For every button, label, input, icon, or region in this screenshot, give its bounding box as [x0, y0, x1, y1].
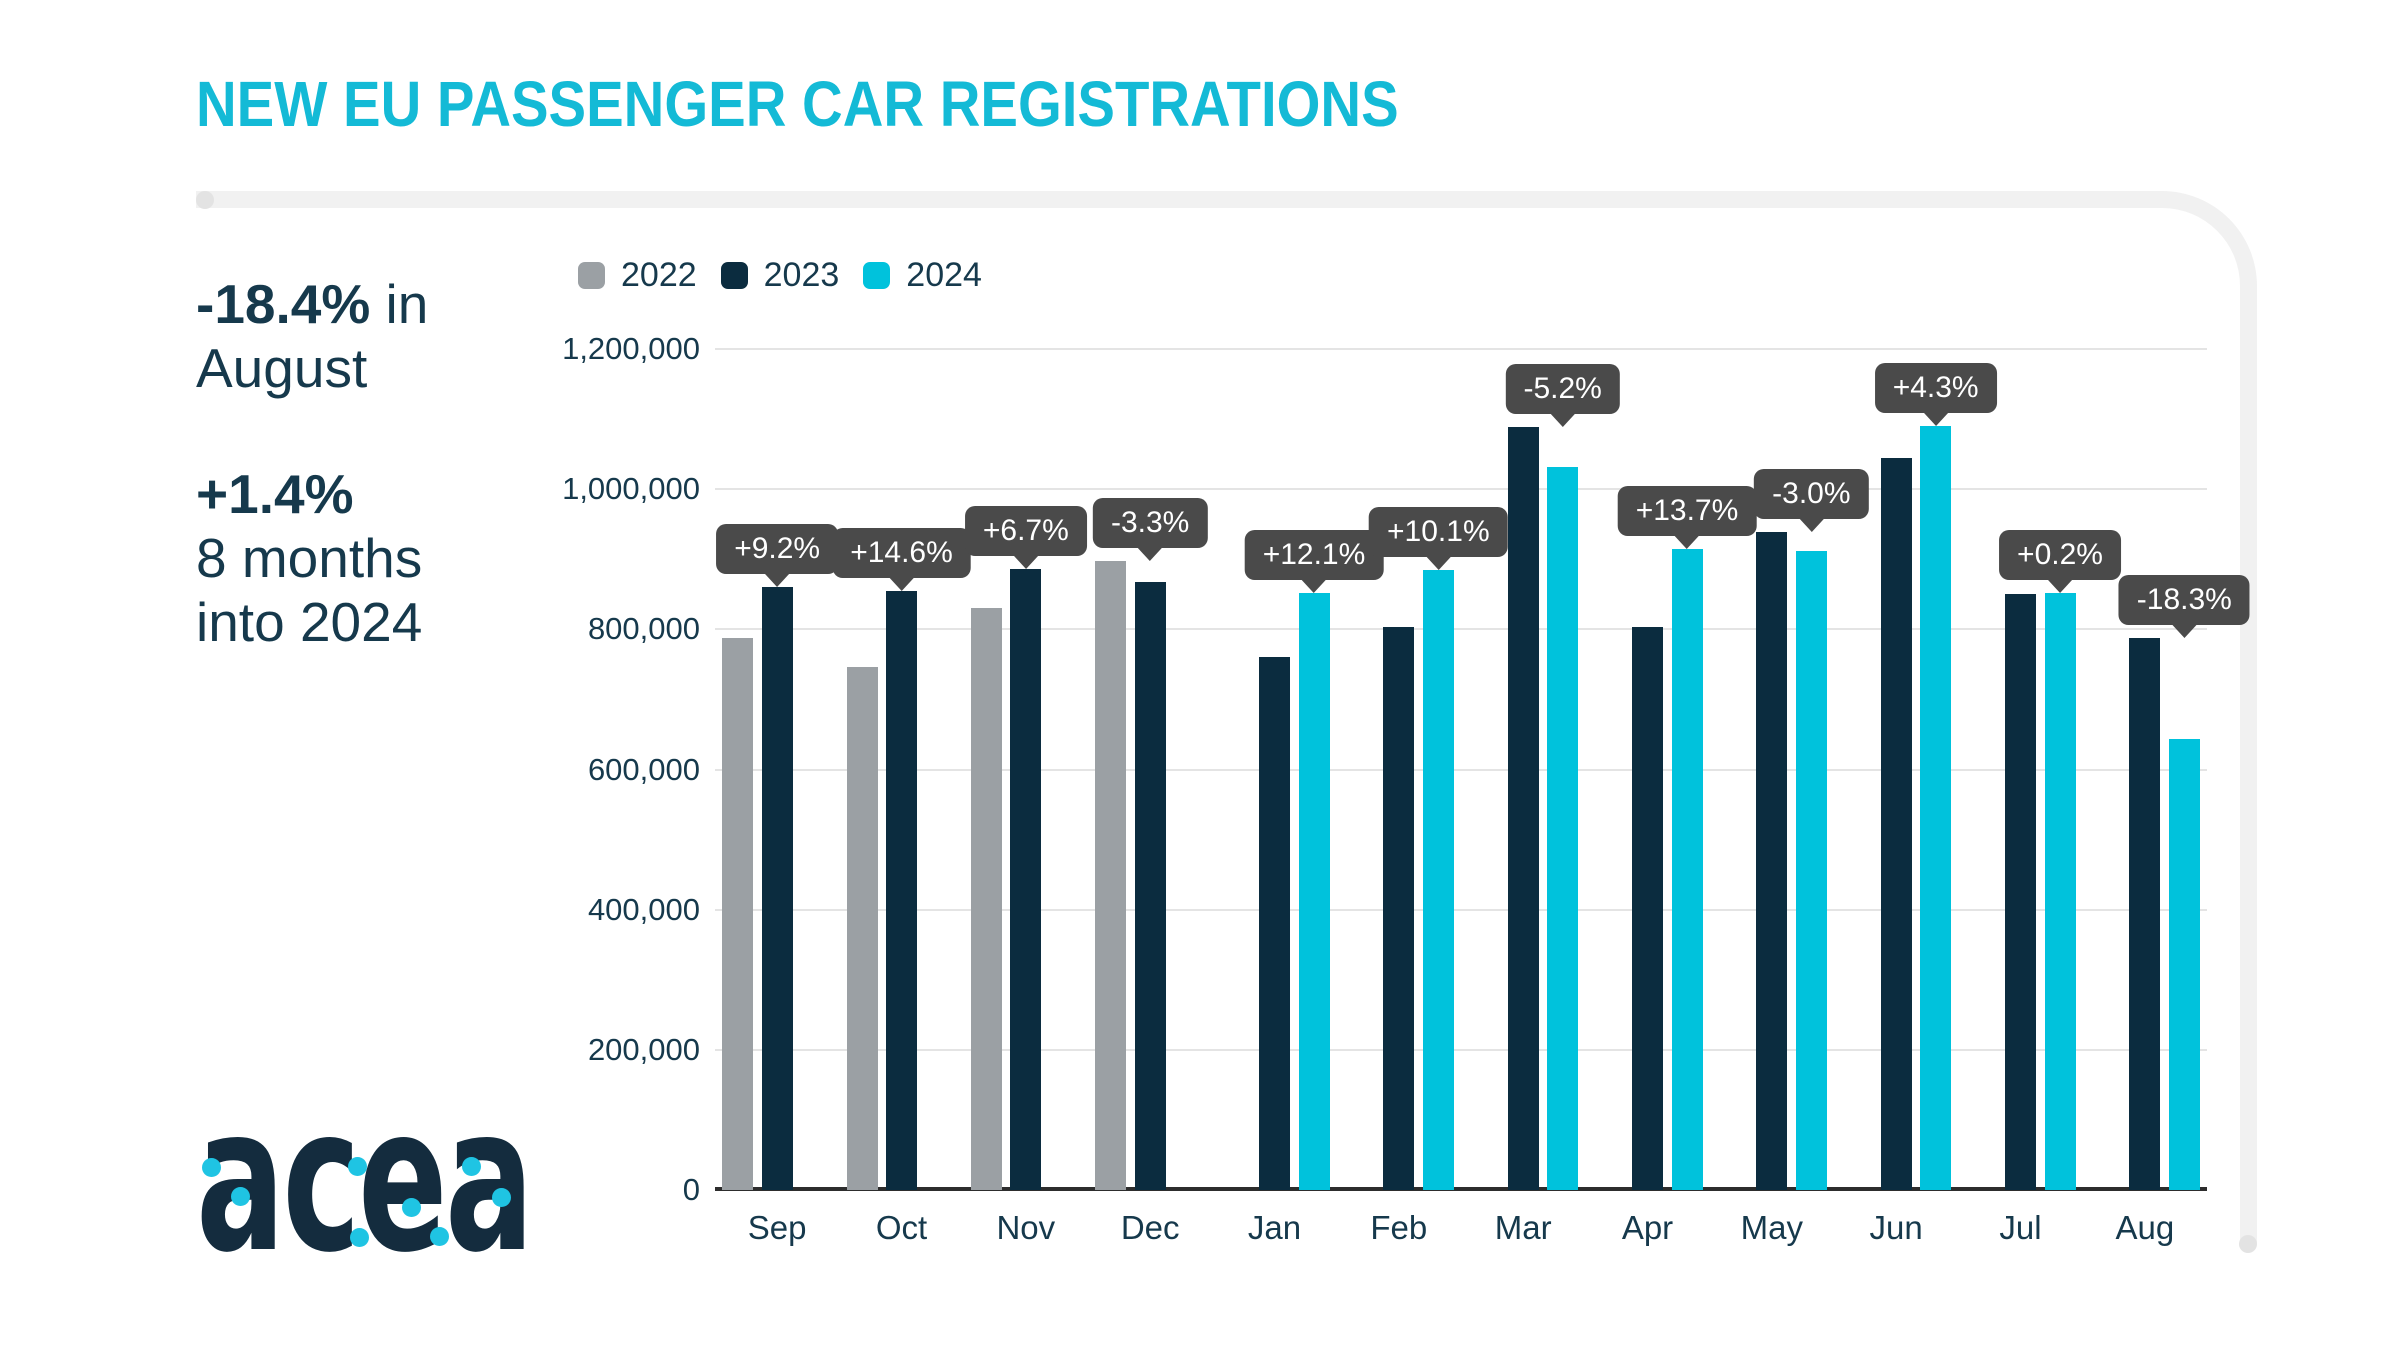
change-label-jan: +12.1%	[1244, 529, 1384, 580]
x-axis-label-jan: Jan	[1247, 1209, 1302, 1246]
x-axis-label-aug: Aug	[2115, 1209, 2175, 1246]
logo-accent-dot	[401, 1197, 421, 1217]
change-label-mar: -5.2%	[1505, 364, 1620, 415]
y-axis-tick-label: 1,200,000	[562, 331, 700, 366]
gridline	[715, 1048, 2207, 1051]
bar-2023-dec	[1134, 582, 1166, 1190]
chart-legend: 2022 2023 2024	[578, 256, 982, 295]
bar-2024-jun	[1920, 426, 1952, 1190]
stat-august-line2: August	[196, 337, 368, 399]
bar-2022-nov	[970, 608, 1002, 1190]
gridline	[715, 768, 2207, 771]
bar-2023-may	[1756, 531, 1788, 1190]
gridline	[715, 628, 2207, 631]
change-label-jun: +4.3%	[1874, 363, 1997, 414]
change-label-oct: +14.6%	[832, 527, 971, 578]
page-title: NEW EU PASSENGER CAR REGISTRATIONS	[196, 68, 1399, 140]
x-axis-label-nov: Nov	[996, 1209, 1056, 1246]
acea-logo: acea	[196, 1064, 541, 1297]
change-label-feb: +10.1%	[1369, 507, 1508, 558]
x-axis-label-sep: Sep	[747, 1209, 807, 1246]
y-axis-tick-label: 400,000	[587, 891, 700, 927]
bar-2022-oct	[846, 667, 878, 1190]
logo-accent-dot	[429, 1226, 449, 1246]
bar-2023-jun	[1880, 457, 1912, 1190]
frame-end-dot	[2239, 1235, 2257, 1253]
bar-2023-jul	[2005, 593, 2036, 1190]
frame-start-dot	[196, 191, 214, 209]
bar-2024-feb	[1422, 570, 1454, 1190]
x-axis-label-jun: Jun	[1869, 1209, 1923, 1246]
change-label-apr: +13.7%	[1617, 486, 1757, 537]
legend-swatch-2023	[720, 262, 748, 289]
logo-accent-dot	[347, 1156, 367, 1176]
legend-label: 2024	[906, 256, 982, 294]
logo-accent-dot	[201, 1157, 221, 1177]
stat-august-value: -18.4%	[196, 273, 371, 335]
change-label-jul: +0.2%	[1999, 529, 2121, 580]
x-axis-label-feb: Feb	[1370, 1209, 1428, 1246]
legend-label: 2022	[621, 256, 697, 294]
x-axis-line	[715, 1187, 2207, 1191]
change-label-sep: +9.2%	[716, 523, 839, 574]
change-label-may: -3.0%	[1754, 468, 1869, 519]
bar-2022-sep	[722, 637, 754, 1190]
stat-august-suffix: in	[370, 273, 429, 335]
x-axis-label-dec: Dec	[1120, 1209, 1180, 1246]
logo-accent-dot	[461, 1156, 481, 1176]
x-axis-label-apr: Apr	[1621, 1209, 1674, 1246]
y-axis-tick-label: 0	[682, 1172, 700, 1207]
stat-ytd-line3: into 2024	[196, 591, 423, 653]
bar-2023-mar	[1507, 427, 1539, 1190]
y-axis-tick-label: 800,000	[587, 611, 700, 647]
x-axis-label-mar: Mar	[1494, 1209, 1552, 1246]
legend-item-2023: 2023	[720, 256, 840, 295]
change-label-aug: -18.3%	[2118, 574, 2250, 625]
gridline	[715, 908, 2207, 911]
bar-2024-mar	[1547, 466, 1579, 1190]
legend-swatch-2022	[578, 262, 605, 289]
y-axis-tick-label: 600,000	[587, 751, 700, 787]
legend-label: 2023	[763, 256, 840, 294]
bar-2023-aug	[2129, 637, 2161, 1190]
y-axis-tick-label: 200,000	[587, 1031, 700, 1067]
bar-2023-apr	[1632, 627, 1663, 1190]
legend-item-2024: 2024	[863, 256, 982, 295]
bar-2023-nov	[1010, 569, 1042, 1190]
logo-accent-dot	[230, 1186, 250, 1206]
bar-2023-feb	[1383, 627, 1415, 1190]
bar-2024-may	[1795, 550, 1827, 1190]
logo-accent-dot	[491, 1187, 511, 1207]
stat-ytd-line2: 8 months	[196, 527, 423, 589]
stat-ytd: +1.4% 8 months into 2024	[196, 462, 422, 654]
x-axis-label-may: May	[1740, 1209, 1803, 1246]
y-axis-tick-label: 1,000,000	[562, 471, 700, 507]
change-label-dec: -3.3%	[1092, 498, 1208, 549]
gridline	[715, 488, 2207, 491]
legend-item-2022: 2022	[578, 256, 697, 295]
x-axis-label-oct: Oct	[875, 1209, 928, 1246]
change-label-nov: +6.7%	[964, 506, 1087, 557]
legend-swatch-2024	[863, 262, 891, 289]
acea-logo-text: acea	[196, 1064, 534, 1297]
logo-accent-dot	[349, 1227, 369, 1247]
stat-august: -18.4% in August	[196, 272, 428, 400]
bar-2024-jan	[1298, 592, 1330, 1190]
stat-ytd-value: +1.4%	[196, 463, 354, 525]
bar-2024-apr	[1671, 549, 1703, 1190]
bar-2024-jul	[2044, 592, 2076, 1190]
bar-2022-dec	[1095, 561, 1127, 1190]
bar-2023-oct	[886, 590, 917, 1190]
x-axis-label-jul: Jul	[1999, 1209, 2042, 1246]
bar-2024-aug	[2168, 738, 2200, 1190]
bar-2023-sep	[761, 586, 793, 1190]
gridline	[715, 348, 2207, 350]
bar-2023-jan	[1259, 657, 1290, 1190]
